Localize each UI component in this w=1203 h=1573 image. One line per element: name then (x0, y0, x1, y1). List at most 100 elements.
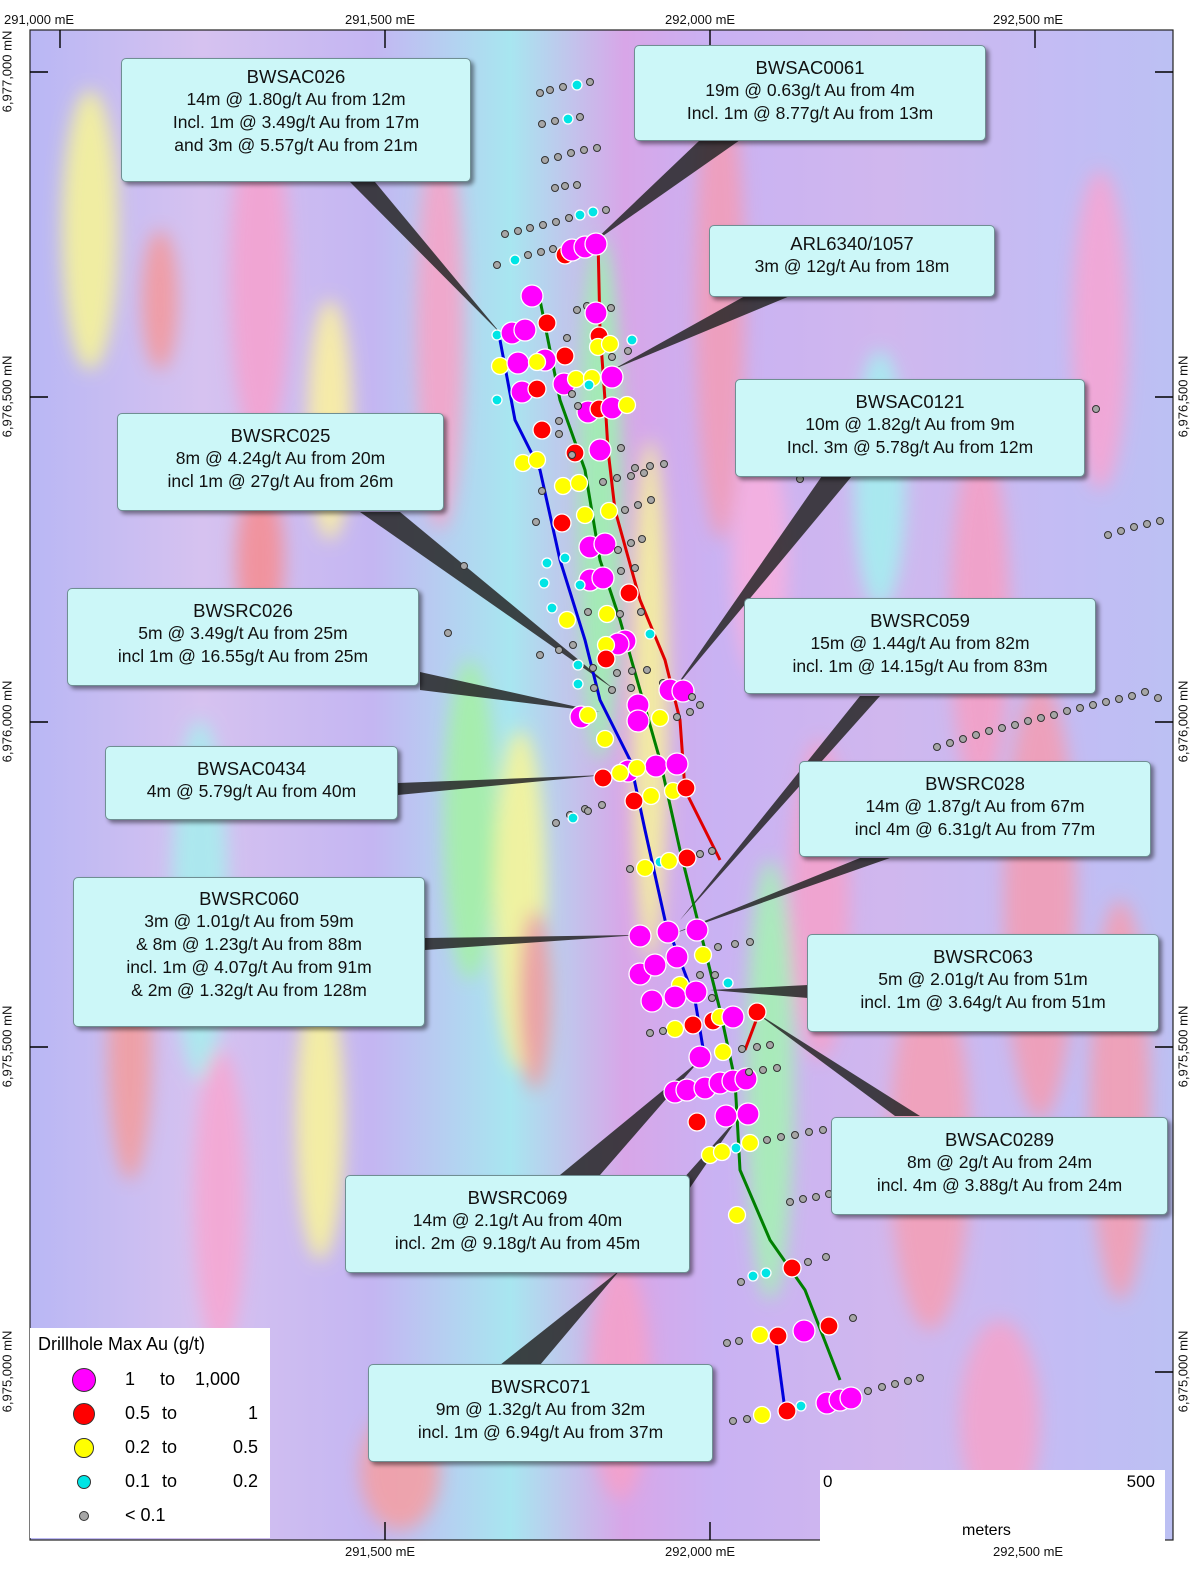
drill-collar (696, 850, 704, 858)
drill-collar (627, 539, 635, 547)
drill-collar (677, 848, 697, 868)
legend-symbol-yellow (74, 1438, 94, 1458)
drill-collar (561, 182, 569, 190)
northing-left-1: 6,977,000 mN (0, 30, 15, 113)
drill-collar (624, 347, 632, 355)
drill-collar (569, 473, 589, 493)
drill-collar (572, 659, 584, 671)
drill-collar (584, 807, 592, 815)
drill-collar (864, 1387, 872, 1395)
drill-collar (721, 1005, 745, 1029)
drill-collar (599, 501, 619, 521)
drill-collar (631, 564, 639, 572)
drill-collar (696, 701, 704, 709)
drill-collar (536, 89, 544, 97)
easting-top-4: 292,500 mE (993, 12, 1064, 27)
drill-collar (773, 1064, 781, 1072)
drill-collar (527, 379, 547, 399)
drill-collar (553, 476, 573, 496)
easting-bottom-1: 291,500 mE (345, 1544, 416, 1559)
drill-collar (520, 284, 544, 308)
drill-collar (687, 1112, 707, 1132)
drill-collar (640, 469, 648, 477)
drill-collar (614, 546, 622, 554)
drill-collar (619, 583, 639, 603)
drill-collar (795, 1400, 807, 1412)
callout-hole-id: BWSRC028 (925, 773, 1025, 794)
callout-line: 3m @ 12g/t Au from 18m (754, 256, 950, 276)
drill-collar (1063, 707, 1071, 715)
drill-collar (583, 379, 595, 391)
drill-collar (791, 1131, 799, 1139)
drill-collar (750, 1325, 770, 1345)
legend-symbol-cyan (77, 1475, 91, 1489)
drill-collar (683, 1015, 703, 1035)
drill-collar (713, 1042, 733, 1062)
drill-collar (608, 353, 616, 361)
drill-collar (766, 1041, 774, 1049)
drill-collar (572, 678, 584, 690)
drill-collar (693, 945, 713, 965)
easting-top-1: 291,000 mE (4, 12, 75, 27)
drill-collar (916, 1374, 924, 1382)
drill-collar (891, 1380, 899, 1388)
drill-collar (627, 758, 647, 778)
drill-collar (593, 768, 613, 788)
drill-collar (491, 394, 503, 406)
legend-to: 1 (247, 1403, 258, 1423)
drill-collar (782, 1258, 802, 1278)
drill-collar (1117, 527, 1125, 535)
callout-line: 4m @ 5.79g/t Au from 40m (146, 781, 357, 801)
drill-collar (541, 156, 549, 164)
drill-collar (589, 664, 597, 672)
drill-collar (685, 918, 709, 942)
drill-collar (933, 743, 941, 751)
drill-collar (590, 684, 598, 692)
drill-collar (593, 144, 601, 152)
drill-collar (574, 209, 586, 221)
drill-collar (597, 604, 617, 624)
drill-collar (1128, 692, 1136, 700)
callout-bwsrc063: BWSRC063 5m @ 2.01g/t Au from 51m incl. … (807, 934, 1159, 1032)
drill-collar (822, 1253, 830, 1261)
legend-from: < 0.1 (125, 1505, 166, 1525)
legend-row: 0.2 to 0.5 (30, 1430, 270, 1464)
drill-collar (460, 562, 468, 570)
callout-line: incl. 1m @ 14.15g/t Au from 83m (792, 656, 1048, 676)
callout-bwsrc059: BWSRC059 15m @ 1.44g/t Au from 82m incl.… (744, 598, 1096, 694)
drill-collar (584, 301, 608, 325)
callout-hole-id: BWSRC060 (199, 888, 299, 909)
drill-collar (660, 460, 668, 468)
drill-collar (574, 402, 582, 410)
drill-collar (722, 977, 734, 989)
legend-from: 0.5 (125, 1403, 151, 1423)
drill-collar (805, 1128, 813, 1136)
drill-collar (786, 1198, 794, 1206)
drill-collar (643, 666, 651, 674)
map-frame (29, 29, 1174, 1541)
drill-collar (1115, 695, 1123, 703)
callout-hole-id: BWSRC063 (933, 946, 1033, 967)
callout-line: 14m @ 1.80g/t Au from 12m (186, 89, 406, 109)
drill-collar (1024, 717, 1032, 725)
drill-collar (656, 920, 680, 944)
drill-collar (635, 858, 655, 878)
drill-collar (567, 812, 579, 824)
callout-hole-id: BWSRC071 (490, 1376, 591, 1397)
drill-collar (613, 669, 621, 677)
drill-collar (763, 1136, 771, 1144)
drill-collar (646, 1029, 654, 1037)
drill-collar (659, 1027, 667, 1035)
callout-line: 8m @ 4.24g/t Au from 20m (175, 448, 386, 468)
drill-collar (759, 1066, 767, 1074)
drill-collar (1141, 688, 1149, 696)
drill-collar (646, 462, 654, 470)
drill-collar (1037, 714, 1045, 722)
drill-collar (731, 940, 739, 948)
drill-collar (621, 506, 629, 514)
callout-bwsrc071: BWSRC071 9m @ 1.32g/t Au from 32m incl. … (368, 1364, 713, 1462)
drill-collar (563, 334, 571, 342)
legend-from: 0.1 (125, 1471, 151, 1491)
legend-row: 1 to 1,000 (30, 1362, 270, 1396)
callout-line: incl. 4m @ 3.88g/t Au from 24m (876, 1175, 1123, 1195)
